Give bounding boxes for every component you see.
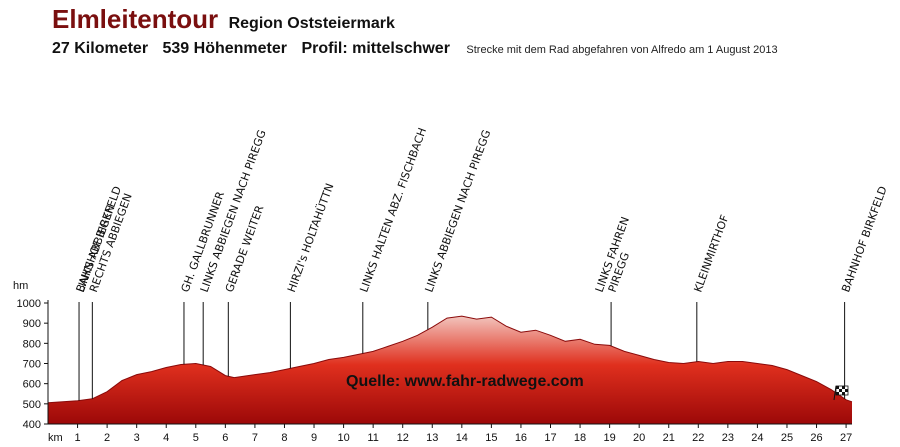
x-tick-label: 13 bbox=[426, 432, 438, 444]
tour-title: Elmleitentour bbox=[52, 4, 219, 34]
x-tick-label: 23 bbox=[722, 432, 734, 444]
waypoint-label: LINKS HALTEN ABZ. FISCHBACH bbox=[357, 126, 429, 294]
tour-stats: 27 Kilometer 539 Höhenmeter Profil: mitt… bbox=[52, 40, 778, 58]
waypoint-label: LINKS ABBIEGEN NACH PIREGG bbox=[422, 128, 493, 294]
x-tick-label: 10 bbox=[337, 432, 349, 444]
finish-flag-icon bbox=[833, 385, 849, 401]
ride-note: Strecke mit dem Rad abgefahren von Alfre… bbox=[466, 44, 778, 56]
x-tick-label: 9 bbox=[311, 432, 317, 444]
source-label: Quelle: www.fahr-radwege.com bbox=[346, 373, 584, 390]
y-tick-label: 800 bbox=[23, 338, 41, 350]
x-tick-label: 1 bbox=[74, 432, 80, 444]
profile-label: Profil: mittelschwer bbox=[301, 40, 450, 57]
waypoint-label: KLEINMIRTHOF bbox=[691, 213, 731, 294]
x-tick-label: 4 bbox=[163, 432, 169, 444]
x-tick-label: 15 bbox=[485, 432, 497, 444]
x-tick-label: 3 bbox=[134, 432, 140, 444]
waypoint-label: HIRZI's HOLTAHÜTTN bbox=[285, 182, 337, 294]
x-tick-label: 27 bbox=[840, 432, 852, 444]
x-tick-label: 5 bbox=[193, 432, 199, 444]
x-tick-label: 16 bbox=[515, 432, 527, 444]
x-tick-label: 6 bbox=[222, 432, 228, 444]
x-tick-label: 18 bbox=[574, 432, 586, 444]
x-tick-label: 12 bbox=[397, 432, 409, 444]
profile-area-0 bbox=[48, 316, 852, 424]
y-tick-label: 600 bbox=[23, 379, 41, 391]
x-tick-label: 2 bbox=[104, 432, 110, 444]
x-unit-label: km bbox=[48, 432, 63, 444]
x-tick-label: 11 bbox=[367, 432, 378, 444]
x-tick-label: 14 bbox=[456, 432, 468, 444]
x-tick-label: 24 bbox=[751, 432, 763, 444]
distance-label: 27 Kilometer bbox=[52, 40, 149, 57]
x-tick-label: 7 bbox=[252, 432, 258, 444]
x-tick-label: 26 bbox=[810, 432, 822, 444]
y-tick-label: 700 bbox=[23, 359, 41, 371]
profile-outline-0 bbox=[47, 315, 853, 404]
header: Elmleitentour Region Oststeiermark bbox=[52, 4, 395, 35]
y-tick-label: 400 bbox=[23, 419, 41, 431]
y-tick-label: 900 bbox=[23, 318, 41, 330]
waypoint-label: BAHNHOF BIRKFELD bbox=[839, 184, 889, 294]
ascent-label: 539 Höhenmeter bbox=[162, 40, 288, 57]
x-tick-label: 25 bbox=[781, 432, 793, 444]
y-tick-label: 500 bbox=[23, 399, 41, 411]
x-tick-label: 22 bbox=[692, 432, 704, 444]
y-unit-label: hm bbox=[13, 280, 28, 292]
x-tick-label: 21 bbox=[663, 432, 675, 444]
x-tick-label: 8 bbox=[281, 432, 287, 444]
x-tick-label: 19 bbox=[603, 432, 615, 444]
x-tick-label: 20 bbox=[633, 432, 645, 444]
x-tick-label: 17 bbox=[544, 432, 556, 444]
y-tick-label: 1000 bbox=[17, 298, 41, 310]
region-label: Region Oststeiermark bbox=[228, 15, 395, 32]
